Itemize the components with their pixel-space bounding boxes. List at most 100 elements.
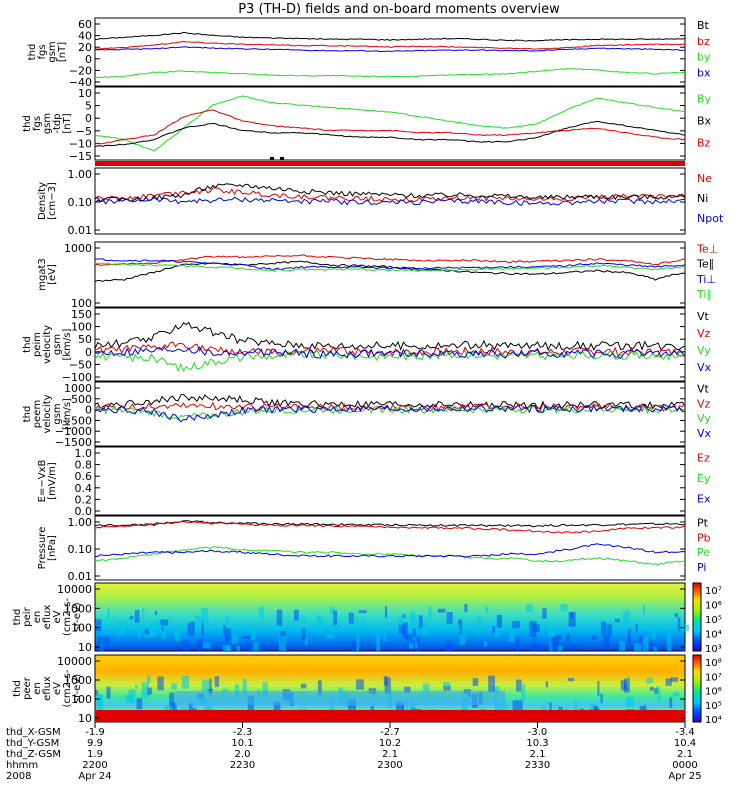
- colorbar-tick-label: 10⁶: [705, 601, 722, 612]
- spectrogram-speckle: [418, 615, 423, 628]
- spectrogram-speckle: [300, 683, 307, 689]
- series-line-bx: [95, 46, 685, 53]
- spectrogram-speckle: [665, 678, 672, 686]
- spectrogram-speckle: [682, 624, 690, 631]
- spectrogram-speckle: [673, 692, 680, 697]
- spectrogram-speckle: [454, 624, 461, 632]
- spectrogram-speckle: [476, 616, 481, 633]
- y-axis-label: thd: [22, 406, 33, 423]
- spectrogram-speckle: [461, 698, 469, 714]
- y-axis-label: gsm: [47, 41, 58, 62]
- spectrogram-speckle: [317, 680, 322, 696]
- y-tick-label: 0.01: [68, 224, 93, 237]
- y-axis-label: [cm−3]: [47, 182, 58, 220]
- series-line-Bt: [94, 31, 686, 42]
- colorbar: [692, 654, 702, 723]
- spectrogram-speckle: [354, 616, 359, 630]
- x-row-label: thd_Z-GSM: [6, 749, 61, 760]
- spectrogram-speckle: [656, 685, 659, 691]
- y-axis-label: [eV]: [47, 264, 58, 285]
- spectrogram-speckle: [147, 687, 153, 695]
- series-line-Ne: [94, 187, 686, 203]
- spectrogram-speckle: [169, 692, 175, 709]
- spectrogram-speckle: [534, 644, 543, 651]
- spectrogram-speckle: [202, 679, 210, 693]
- y-tick-label: 0.2: [75, 493, 93, 506]
- legend-entry: Ez: [697, 451, 710, 464]
- spectrogram-speckle: [512, 700, 518, 715]
- y-axis-label: sr-eV): [72, 602, 83, 631]
- spectrogram-speckle: [549, 635, 553, 651]
- spectrogram-speckle: [356, 679, 364, 690]
- spectrogram-speckle: [415, 642, 418, 649]
- spectrogram-speckle: [560, 603, 568, 612]
- spectrogram-speckle: [405, 634, 413, 642]
- y-tick-label: −500: [62, 414, 92, 427]
- spectrogram-speckle: [155, 619, 163, 628]
- series-line-Vy: [94, 349, 686, 373]
- legend-entry: Pe: [697, 546, 710, 559]
- y-tick-label: 0: [85, 112, 92, 125]
- legend-entry: Vy: [697, 344, 711, 357]
- legend-entry: by: [697, 51, 711, 64]
- colorbar-tick-label: 10⁸: [705, 658, 722, 669]
- spectrogram-speckle: [542, 608, 547, 619]
- y-axis-label: eflux: [42, 605, 53, 630]
- y-axis-label: peer: [22, 676, 33, 700]
- y-tick-label: 100: [71, 321, 92, 334]
- status-mark: [270, 157, 274, 160]
- spectrogram-speckle: [236, 645, 240, 651]
- spectrogram-speckle: [495, 628, 500, 637]
- spectrogram-speckle: [570, 612, 574, 619]
- spectrogram-speckle: [566, 633, 570, 643]
- spectrogram-speckle: [202, 642, 211, 649]
- spectrogram-speckle: [135, 684, 138, 689]
- spectrogram-speckle: [464, 603, 468, 613]
- y-tick-label: 1000: [64, 674, 92, 687]
- y-axis-label: eV: [52, 682, 63, 695]
- spectrogram-speckle: [129, 616, 134, 620]
- spectrogram-speckle: [214, 676, 220, 687]
- colorbar: [692, 582, 702, 652]
- spectrogram-speckle: [422, 621, 428, 636]
- y-tick-label: 0.10: [68, 543, 93, 556]
- x-row-value: -3.0: [528, 727, 548, 738]
- spectrogram-speckle: [276, 609, 283, 626]
- spectrogram-speckle: [437, 608, 446, 613]
- series-line-Vz: [94, 341, 686, 358]
- y-tick-label: 1.00: [68, 516, 93, 529]
- spectrogram-speckle: [620, 680, 627, 691]
- series-line-Vx: [94, 346, 686, 360]
- y-tick-label: 0.01: [68, 570, 93, 583]
- legend-entry: Pb: [697, 531, 711, 544]
- y-axis-label: thd: [12, 609, 23, 626]
- spectrogram-speckle: [279, 635, 287, 651]
- panel-6: 1.00.80.60.40.20.0 E=−VxB [mV/m] Ez Ey Ex: [37, 446, 711, 518]
- series-line-by: [94, 68, 686, 79]
- y-axis-label: [km/s]: [62, 328, 73, 360]
- y-axis-label: thd: [12, 680, 23, 697]
- panel-frame: [94, 446, 686, 516]
- legend-entry: Vt: [697, 310, 710, 323]
- spectrogram-speckle: [495, 704, 502, 713]
- legend-entry: Ti∥: [696, 288, 712, 301]
- spectrogram-speckle: [428, 606, 432, 619]
- spectrogram-speckle: [118, 620, 126, 636]
- y-tick-label: 10: [78, 87, 92, 100]
- y-tick-label: 50: [78, 333, 92, 346]
- y-axis-label: thd: [22, 336, 33, 353]
- y-axis-label: thd: [27, 44, 38, 61]
- spectrogram-speckle: [633, 643, 642, 651]
- spectrogram-speckle: [542, 705, 546, 713]
- y-axis-label: [nPa]: [47, 535, 58, 561]
- spectrogram-speckle: [107, 608, 110, 621]
- spectrogram-speckle: [529, 621, 537, 638]
- y-axis-label: eflux: [42, 676, 53, 701]
- series-line-bz: [94, 40, 686, 50]
- spectrogram-speckle: [666, 634, 672, 651]
- x-row-value: 10.4: [674, 738, 696, 749]
- x-row-value: -2.3: [233, 727, 253, 738]
- y-axis-label: sr-eV): [72, 674, 83, 703]
- spectrogram-speckle: [200, 608, 209, 624]
